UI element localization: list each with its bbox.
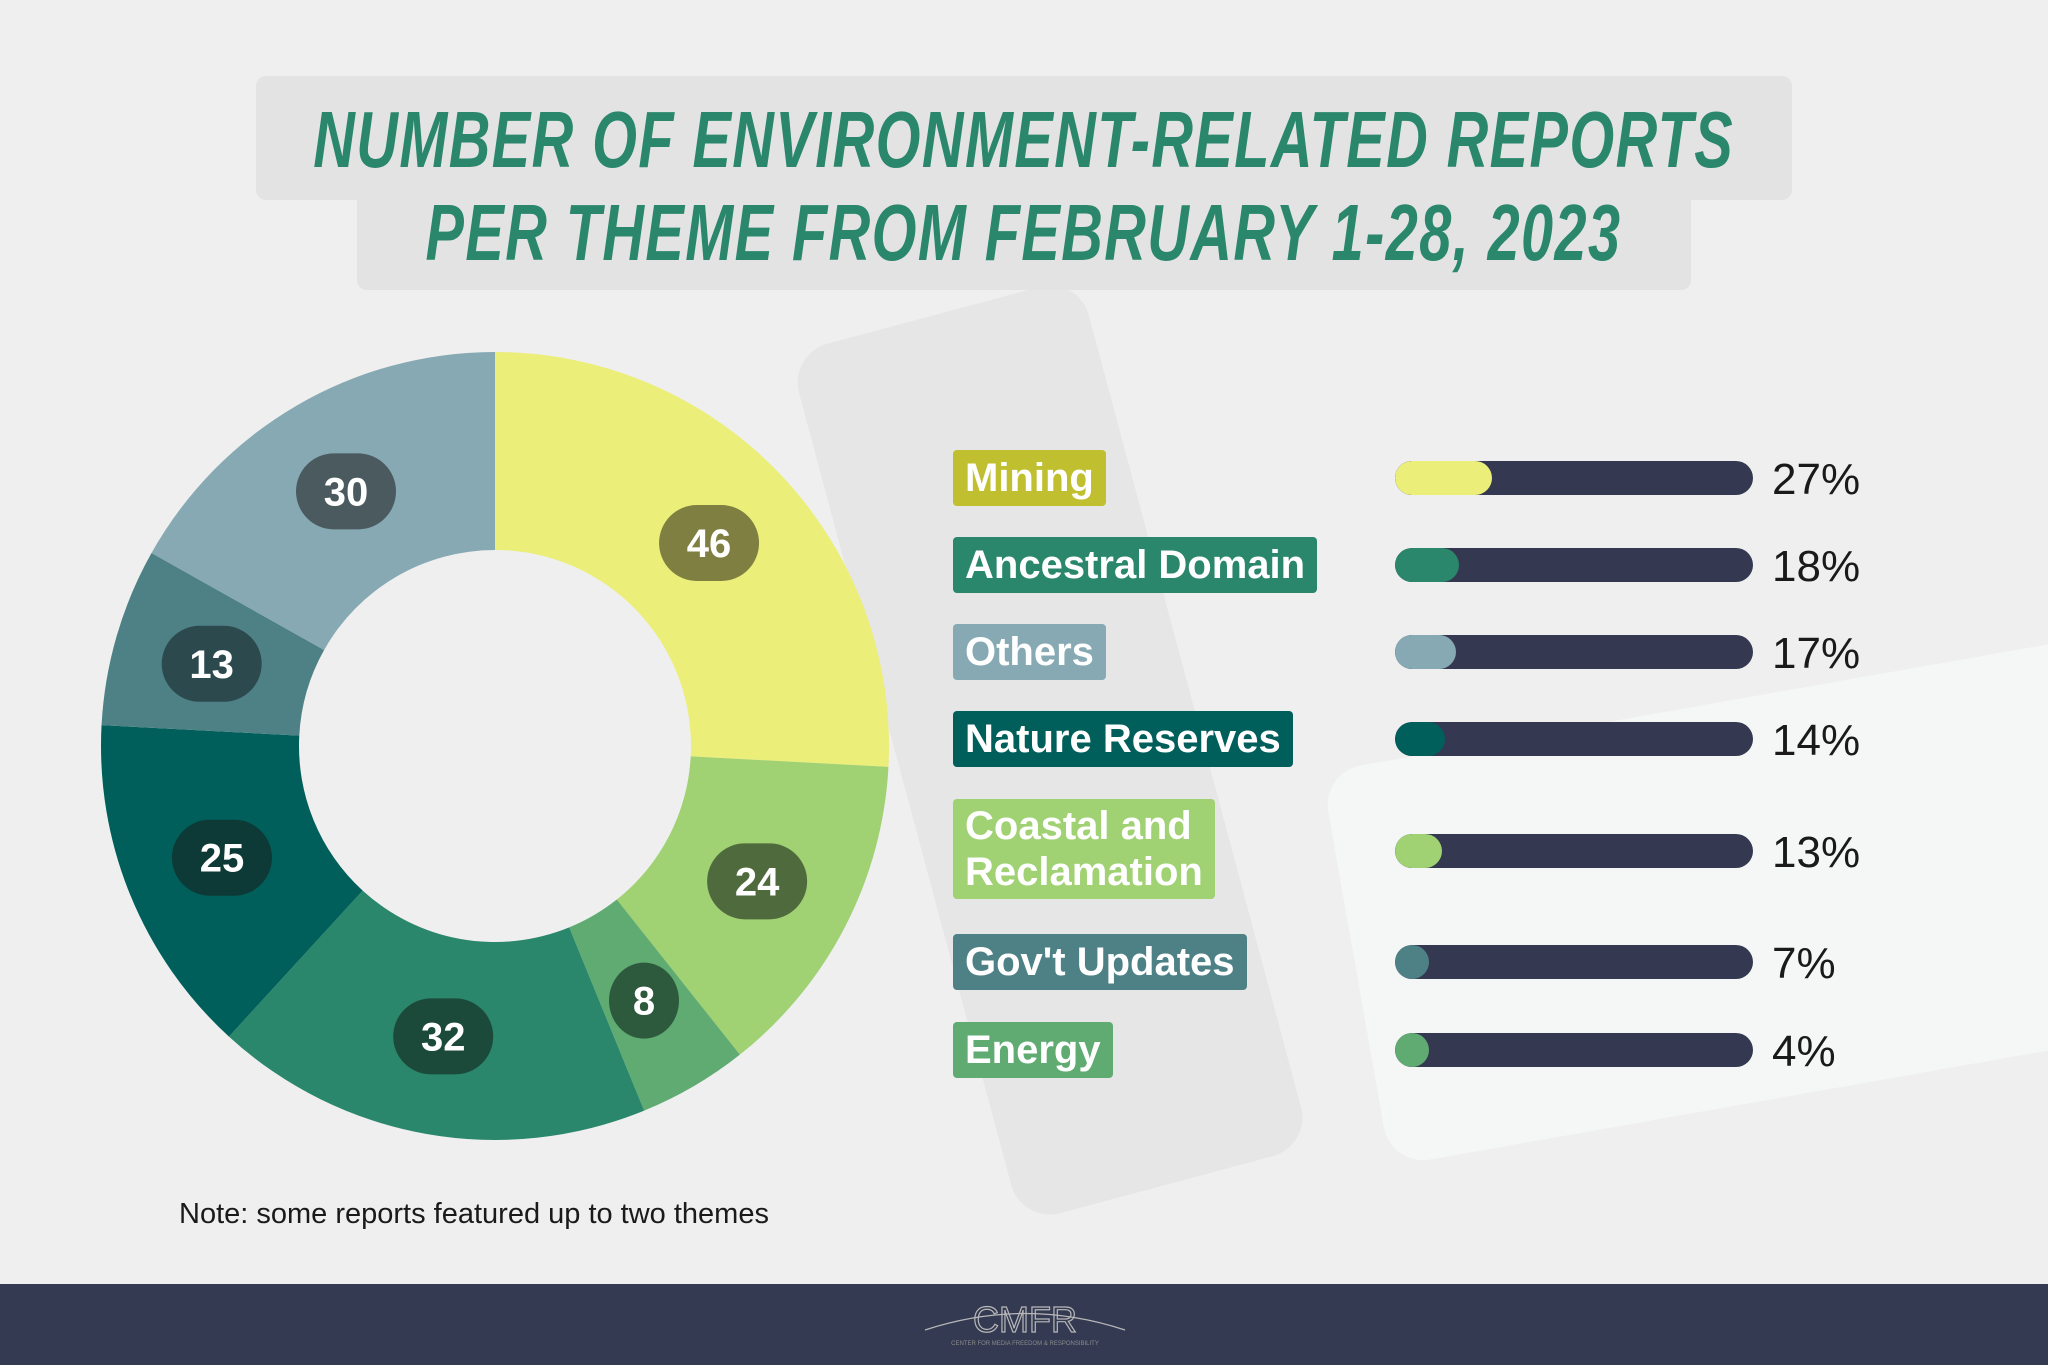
percent-label: 7% [1772,939,1836,988]
chart-title-line2: PER THEME FROM FEBRUARY 1-28, 2023 [426,188,1622,277]
donut-value-text: 8 [633,980,655,1024]
progress-fill [1395,722,1446,756]
progress-track [1395,945,1753,979]
donut-value-text: 25 [200,837,245,881]
background-shape [1321,633,2048,1167]
donut-value-label: 8 [609,962,680,1039]
donut-value-text: 13 [189,643,234,687]
percent-label: 13% [1772,828,1861,877]
theme-label: Nature Reserves [953,711,1293,767]
donut-value-label: 13 [161,625,262,702]
svg-text:CMFR: CMFR [973,1299,1077,1340]
svg-text:CENTER FOR MEDIA FREEDOM & RES: CENTER FOR MEDIA FREEDOM & RESPONSIBILIT… [951,1341,1099,1347]
chart-title-line1: NUMBER OF ENVIRONMENT-RELATED REPORTS [313,95,1735,184]
cmfr-logo: CMFR CENTER FOR MEDIA FREEDOM & RESPONSI… [924,1298,1126,1347]
progress-fill [1395,548,1460,582]
note: Note: some reports featured up to two th… [179,1198,769,1230]
theme-label: Energy [953,1022,1113,1078]
theme-label: Gov't Updates [953,934,1247,990]
donut-value-text: 46 [687,522,732,566]
progress-track [1395,461,1753,495]
donut-value-label: 46 [659,504,760,581]
progress-track [1395,722,1753,756]
theme-label: Others [953,624,1106,680]
progress-track [1395,635,1753,669]
theme-label: Mining [953,450,1106,506]
progress-fill [1395,834,1442,868]
percent-label: 27% [1772,455,1861,504]
progress-fill [1395,945,1429,979]
title-background [357,190,1691,290]
progress-track [1395,548,1753,582]
title-background [256,76,1792,200]
percent-label: 18% [1772,542,1861,591]
progress-fill [1395,635,1456,669]
progress-fill [1395,1033,1429,1067]
percent-label: 17% [1772,629,1861,678]
donut-value-label: 30 [295,453,396,530]
footer [0,1284,2048,1365]
donut-value-text: 32 [421,1015,466,1059]
percent-label: 14% [1772,716,1861,765]
theme-label: Coastal and Reclamation [953,799,1215,899]
donut-value-label: 25 [171,819,272,896]
progress-track [1395,834,1753,868]
donut-value-label: 24 [707,843,808,920]
donut-value-label: 32 [393,998,494,1075]
progress-fill [1395,461,1492,495]
progress-track [1395,1033,1753,1067]
theme-label: Ancestral Domain [953,537,1318,593]
percent-label: 4% [1772,1027,1836,1076]
donut-value-text: 30 [324,470,369,514]
donut-value-text: 24 [735,860,780,904]
donut-chart: 46 24 8 32 25 13 30 [101,352,889,1140]
